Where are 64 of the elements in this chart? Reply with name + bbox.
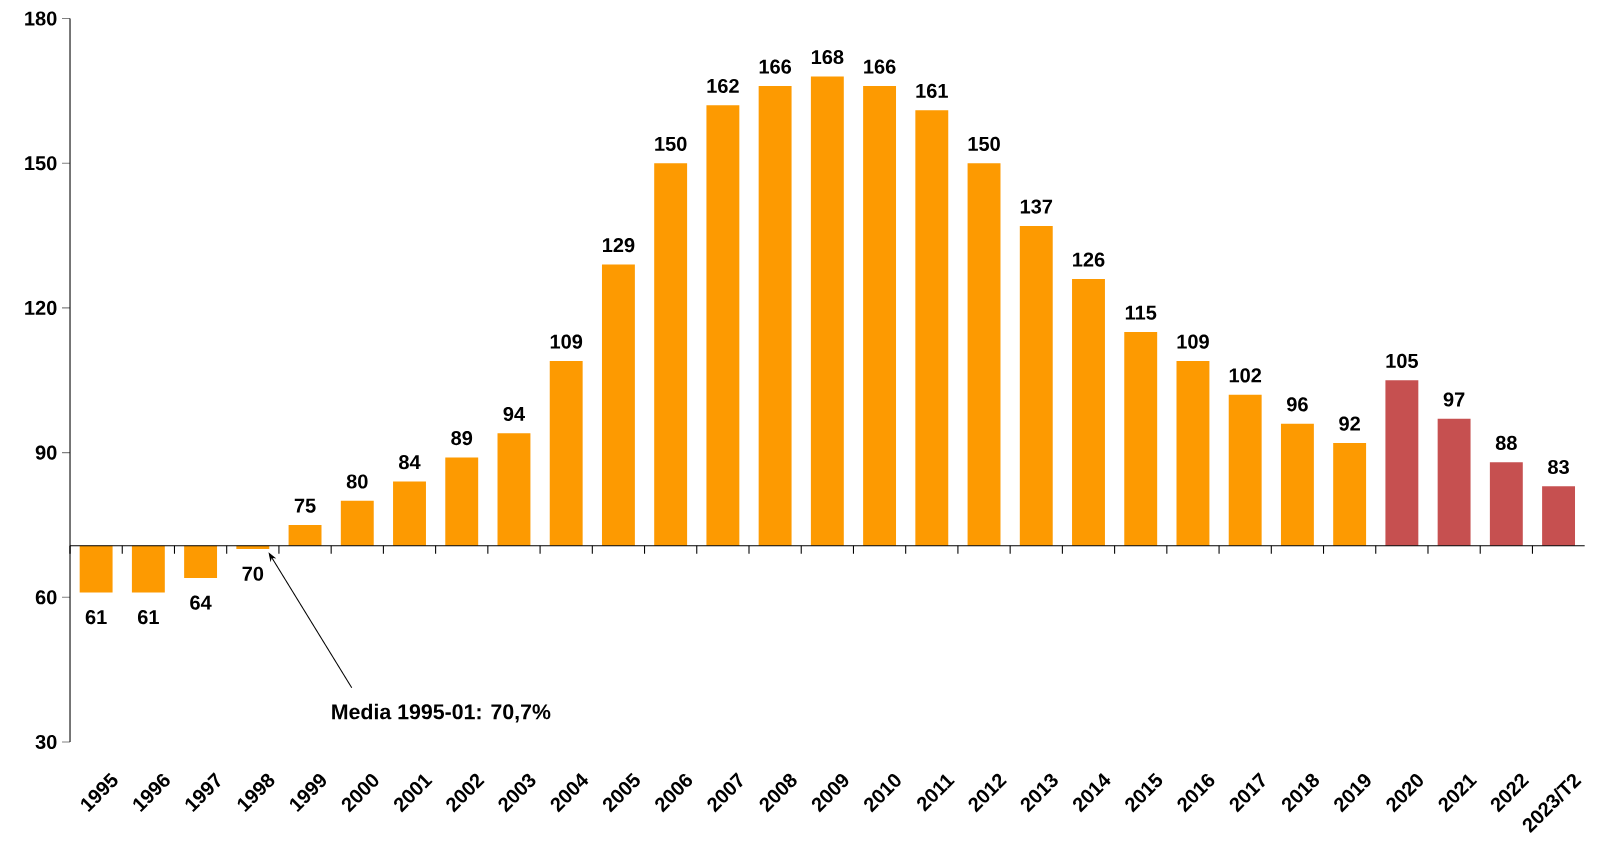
- bar: [497, 433, 531, 546]
- data-label: 166: [759, 59, 792, 74]
- data-label: 150: [968, 136, 1000, 151]
- data-label: 105: [1386, 353, 1418, 368]
- bar: [549, 360, 583, 546]
- bar: [1385, 380, 1419, 546]
- data-label: 129: [603, 238, 635, 253]
- bar: [601, 264, 635, 546]
- data-label: 88: [1495, 435, 1517, 450]
- bar: [758, 86, 792, 546]
- bar: [1280, 423, 1314, 546]
- bar: [1333, 442, 1367, 546]
- y-tick-label: 90: [35, 445, 57, 460]
- data-label: 137: [1020, 199, 1053, 214]
- y-tick-label: 120: [25, 300, 57, 315]
- y-tick-label: 60: [35, 590, 57, 605]
- bar: [1437, 418, 1471, 546]
- bar: [654, 163, 688, 546]
- data-label: 126: [1073, 252, 1105, 267]
- data-label: 84: [399, 455, 421, 470]
- bar: [445, 457, 479, 546]
- data-label: 109: [550, 334, 583, 349]
- bar: [706, 105, 740, 546]
- data-label: 61: [85, 610, 107, 625]
- data-label: 166: [864, 59, 896, 74]
- bar: [1124, 332, 1158, 546]
- y-tick-label: 150: [25, 156, 57, 171]
- data-label: 61: [137, 610, 159, 625]
- y-tick-label: 30: [35, 734, 57, 750]
- bar: [810, 76, 844, 546]
- bar: [1489, 462, 1523, 546]
- bar: [1176, 360, 1210, 546]
- data-label: 161: [916, 83, 948, 98]
- data-label: 102: [1229, 368, 1262, 383]
- data-label: 96: [1286, 397, 1308, 412]
- bar: [1019, 225, 1053, 546]
- data-label: 109: [1177, 334, 1209, 349]
- bar: [863, 86, 897, 546]
- bar: [1072, 278, 1105, 546]
- bar: [915, 110, 949, 546]
- data-label: 75: [294, 498, 316, 513]
- bar: [131, 545, 165, 593]
- data-label: 92: [1339, 416, 1360, 431]
- data-label: 97: [1443, 392, 1465, 407]
- data-label: 80: [346, 474, 368, 489]
- bar: [1228, 394, 1262, 546]
- ref-line-label: Media 1995-01: 70,7%: [332, 703, 551, 723]
- data-label: 162: [707, 78, 739, 94]
- data-label: 89: [451, 430, 473, 446]
- data-label: 70: [242, 566, 264, 581]
- bar: [393, 481, 426, 546]
- data-label: 64: [190, 595, 212, 610]
- data-label: 115: [1125, 305, 1157, 320]
- bar: [967, 163, 1001, 546]
- bar: [288, 524, 322, 546]
- y-tick-label: 180: [25, 11, 57, 26]
- data-label: 150: [655, 136, 687, 151]
- bar: [340, 500, 374, 546]
- data-label: 94: [503, 406, 525, 422]
- bar: [79, 545, 113, 593]
- bar: [1542, 486, 1576, 546]
- data-label: 168: [811, 49, 844, 65]
- data-label: 83: [1548, 459, 1569, 475]
- bar: [184, 545, 218, 578]
